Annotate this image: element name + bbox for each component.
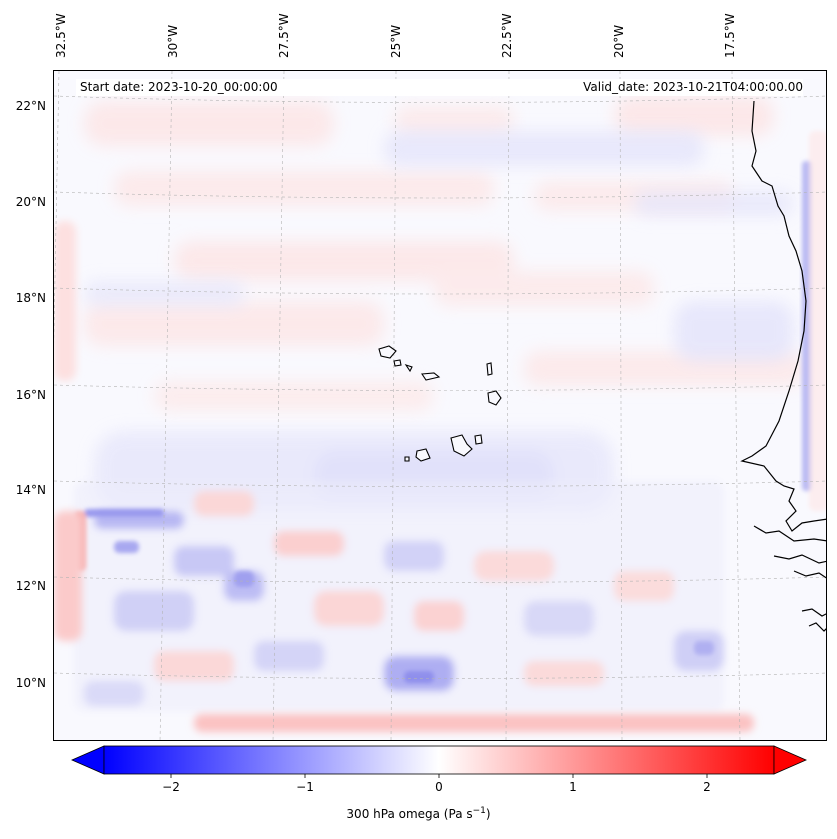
colorbar bbox=[71, 745, 807, 778]
valid-date-text: Valid_date: 2023-10-21T04:00:00.00 bbox=[583, 80, 803, 94]
omega-field-shading bbox=[54, 96, 826, 732]
omega-field-map bbox=[54, 71, 826, 740]
lat-label: 12°N bbox=[15, 579, 46, 593]
colorbar-tick-label: −1 bbox=[296, 780, 314, 794]
colorbar-extend-max bbox=[773, 745, 807, 775]
colorbar-tick-label: −2 bbox=[162, 780, 180, 794]
colorbar-ticks bbox=[170, 774, 708, 778]
colorbar-label: 300 hPa omega (Pa s−1) bbox=[346, 806, 491, 821]
lon-label: 32.5°W bbox=[54, 13, 68, 58]
lat-label: 20°N bbox=[15, 195, 46, 209]
colorbar-tick-label: 2 bbox=[703, 780, 711, 794]
lon-label: 30°W bbox=[166, 24, 180, 58]
lat-label: 14°N bbox=[15, 483, 46, 497]
coastline bbox=[740, 100, 826, 632]
date-info-bar: Start date: 2023-10-20_00:00:00 Valid_da… bbox=[76, 79, 803, 96]
lon-label: 20°W bbox=[612, 24, 626, 58]
cape-verde-islands bbox=[378, 345, 502, 462]
lon-label: 22.5°W bbox=[500, 13, 514, 58]
colorbar-tick-label: 0 bbox=[435, 780, 443, 794]
lat-label: 18°N bbox=[15, 291, 46, 305]
lat-label: 10°N bbox=[15, 676, 46, 690]
lat-label: 22°N bbox=[15, 99, 46, 113]
colorbar-tick-label: 1 bbox=[569, 780, 577, 794]
colorbar-extend-min bbox=[71, 745, 105, 775]
graticule bbox=[54, 71, 826, 740]
lon-label: 27.5°W bbox=[277, 13, 291, 58]
lat-label: 16°N bbox=[15, 388, 46, 402]
start-date-text: Start date: 2023-10-20_00:00:00 bbox=[80, 80, 278, 94]
map-panel[interactable]: Start date: 2023-10-20_00:00:00 Valid_da… bbox=[53, 70, 827, 741]
lon-label: 25°W bbox=[389, 24, 403, 58]
colorbar-gradient bbox=[103, 745, 775, 775]
lon-label: 17.5°W bbox=[723, 13, 737, 58]
